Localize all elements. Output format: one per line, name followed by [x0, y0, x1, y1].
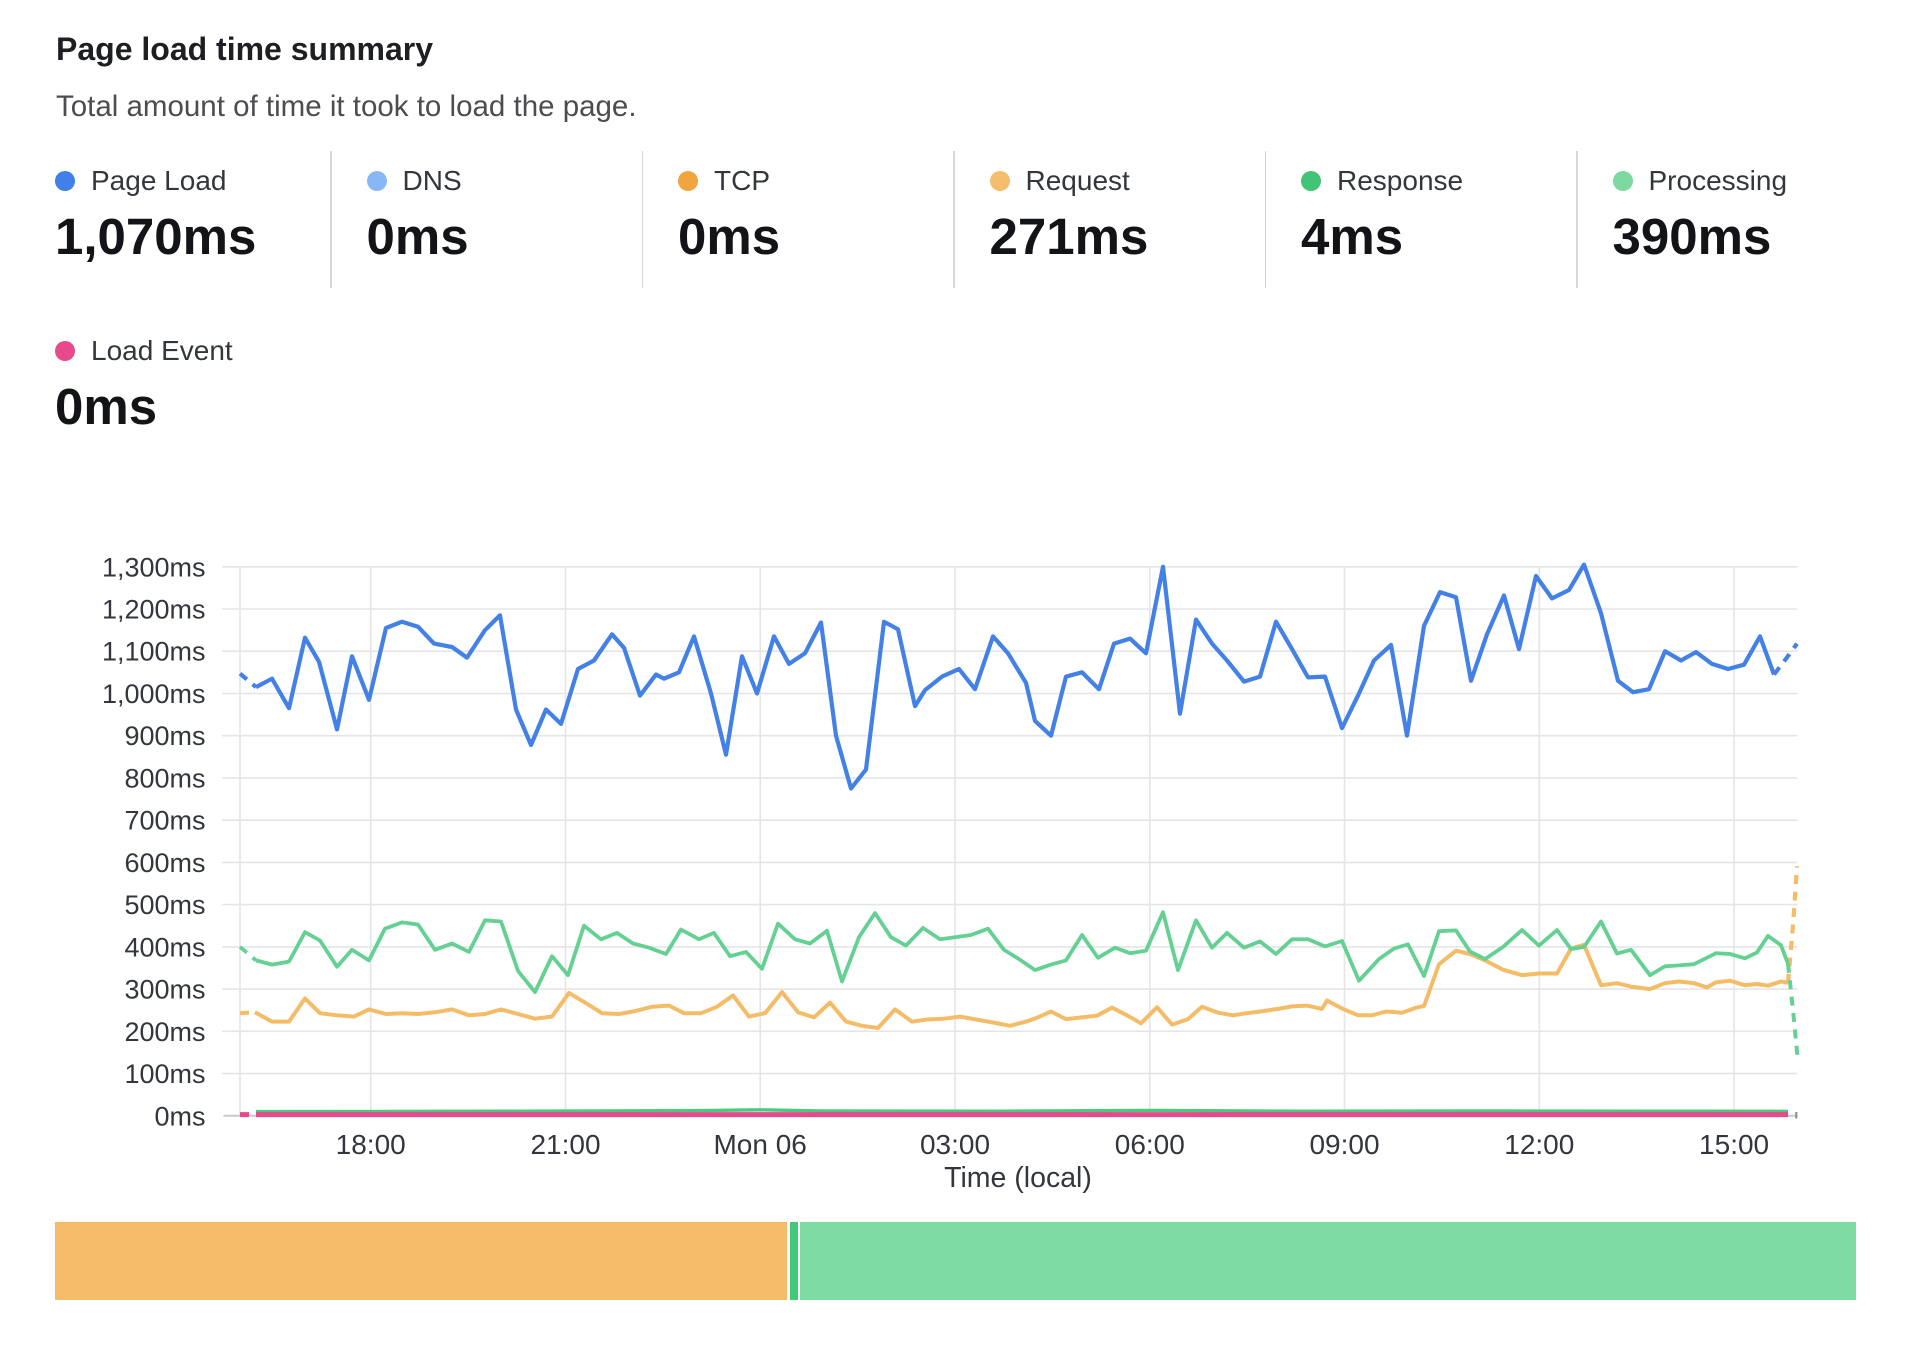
svg-text:200ms: 200ms: [124, 1017, 205, 1047]
svg-text:700ms: 700ms: [124, 806, 205, 836]
svg-text:800ms: 800ms: [124, 763, 205, 793]
svg-text:0ms: 0ms: [154, 1101, 205, 1131]
svg-text:500ms: 500ms: [124, 890, 205, 920]
svg-text:100ms: 100ms: [124, 1059, 205, 1089]
svg-text:1,100ms: 1,100ms: [102, 637, 206, 667]
svg-text:1,200ms: 1,200ms: [102, 595, 206, 625]
svg-text:21:00: 21:00: [530, 1129, 600, 1160]
svg-text:09:00: 09:00: [1309, 1129, 1379, 1160]
svg-text:900ms: 900ms: [124, 721, 205, 751]
svg-text:18:00: 18:00: [336, 1129, 406, 1160]
svg-text:06:00: 06:00: [1115, 1129, 1185, 1160]
svg-text:Time (local): Time (local): [944, 1162, 1092, 1194]
svg-text:600ms: 600ms: [124, 848, 205, 878]
svg-text:Mon 06: Mon 06: [713, 1129, 806, 1160]
svg-text:03:00: 03:00: [920, 1129, 990, 1160]
svg-text:400ms: 400ms: [124, 932, 205, 962]
svg-text:1,300ms: 1,300ms: [102, 552, 206, 582]
svg-text:1,000ms: 1,000ms: [102, 679, 206, 709]
svg-text:300ms: 300ms: [124, 975, 205, 1005]
svg-text:12:00: 12:00: [1504, 1129, 1574, 1160]
svg-text:15:00: 15:00: [1699, 1129, 1769, 1160]
